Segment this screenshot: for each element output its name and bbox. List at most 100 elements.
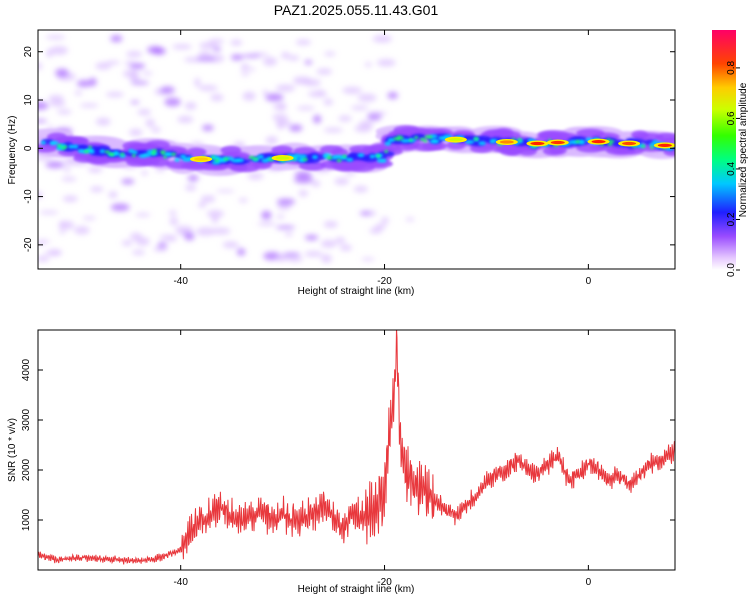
ridge-blob xyxy=(174,157,180,162)
noise-blob xyxy=(185,184,197,191)
colorbar-tick-label: 0.2 xyxy=(726,212,737,226)
noise-blob xyxy=(195,227,216,236)
noise-blob xyxy=(201,195,208,204)
snr-axes: -40 -20 0 1000 2000 3000 4000 xyxy=(21,330,675,588)
noise-blob xyxy=(304,234,319,241)
noise-blob xyxy=(164,97,181,107)
noise-blob xyxy=(105,91,124,98)
noise-blob xyxy=(198,85,218,91)
noise-blob xyxy=(359,120,374,129)
snr-y-tick-label: 2000 xyxy=(21,458,32,481)
ridge-blob xyxy=(220,145,242,155)
noise-blob xyxy=(275,225,296,230)
ridge-blob xyxy=(73,144,79,149)
noise-blob xyxy=(361,257,375,261)
noise-blob xyxy=(359,211,371,216)
noise-blob xyxy=(129,63,146,70)
noise-blob xyxy=(49,46,69,55)
ridge-blob xyxy=(73,153,98,163)
ridge-blob xyxy=(631,130,649,140)
ridge-blob xyxy=(63,145,68,149)
colorbar: 0.0 0.2 0.4 0.6 0.8 Normalized spectral ampl… xyxy=(712,30,749,277)
colorbar-tick-label: 0.0 xyxy=(726,263,737,277)
noise-blob xyxy=(323,221,338,228)
snr-x-tick-label: 0 xyxy=(586,577,592,588)
ridge-blob xyxy=(159,150,166,154)
noise-blob xyxy=(45,161,65,169)
noise-blob xyxy=(316,68,333,75)
noise-blob xyxy=(304,250,323,257)
ridge-blob xyxy=(615,145,645,155)
noise-blob xyxy=(199,42,217,50)
ridge-blob xyxy=(298,161,326,171)
ridge-blob xyxy=(361,155,370,161)
noise-blob xyxy=(372,35,392,43)
noise-blob xyxy=(313,114,322,124)
ridge-peak-core xyxy=(499,140,514,144)
noise-blob xyxy=(236,248,246,256)
ridge-blob xyxy=(298,154,308,159)
spectrogram-x-tick-label: -20 xyxy=(377,276,392,287)
ridge-blob xyxy=(182,157,192,162)
ridge-blob xyxy=(357,153,365,158)
noise-blob xyxy=(160,86,175,94)
noise-blob xyxy=(282,252,301,257)
ridge-blob xyxy=(489,139,495,144)
noise-blob xyxy=(272,113,288,121)
snr-x-tick-label: -40 xyxy=(173,577,188,588)
ridge-blob xyxy=(113,150,119,155)
ridge-blob xyxy=(138,153,148,158)
noise-blob xyxy=(265,93,284,102)
ridge-blob xyxy=(235,158,245,163)
ridge-blob xyxy=(641,144,646,148)
ridge-blob xyxy=(68,144,75,149)
ridge-blob xyxy=(229,162,248,172)
ridge-peak-core xyxy=(550,140,565,145)
ridge-blob xyxy=(120,152,125,156)
noise-blob xyxy=(215,189,235,193)
snr-y-tick-label: 4000 xyxy=(21,358,32,381)
ridge-blob xyxy=(424,135,431,139)
snr-x-tick-label: -20 xyxy=(377,577,392,588)
snr-y-label: SNR (10 * v/v) xyxy=(7,418,18,482)
ridge-blob xyxy=(253,157,259,161)
spectrogram-y-tick-label: -20 xyxy=(23,237,34,252)
ridge-blob xyxy=(40,140,46,145)
snr-y-tick-label: 3000 xyxy=(21,408,32,431)
noise-blob xyxy=(38,101,49,110)
snr-frame xyxy=(37,329,676,571)
noise-blob xyxy=(338,115,352,122)
snr-y-tick-label: 1000 xyxy=(21,508,32,531)
ridge-blob xyxy=(151,151,156,156)
noise-blob xyxy=(76,80,92,88)
ridge-blob xyxy=(517,138,522,142)
ridge-blob xyxy=(607,142,613,146)
ridge-blob xyxy=(490,143,524,153)
ridge-blob xyxy=(311,155,318,160)
noise-blob xyxy=(48,94,64,103)
noise-blob xyxy=(350,105,369,111)
noise-blob xyxy=(206,195,215,203)
ridge-blob xyxy=(152,149,158,153)
ridge-blob xyxy=(380,158,387,163)
figure-title: PAZ1.2025.055.11.43.G01 xyxy=(274,2,439,18)
noise-blob xyxy=(357,93,377,102)
noise-blob xyxy=(296,106,315,111)
ridge-blob xyxy=(469,143,494,153)
noise-blob xyxy=(323,127,343,133)
noise-blob xyxy=(222,241,239,249)
ridge-blob xyxy=(171,152,177,156)
noise-blob xyxy=(321,254,332,264)
noise-blob xyxy=(307,90,328,98)
spectrogram-heat xyxy=(38,35,675,264)
noise-blob xyxy=(90,186,104,193)
spectrogram-x-label: Height of straight line (km) xyxy=(298,286,415,297)
noise-blob xyxy=(295,39,312,46)
noise-blob xyxy=(284,231,294,237)
ridge-blob xyxy=(257,154,264,159)
noise-blob xyxy=(194,77,201,87)
noise-blob xyxy=(79,103,99,108)
noise-blob xyxy=(345,170,356,176)
noise-blob xyxy=(169,217,179,226)
